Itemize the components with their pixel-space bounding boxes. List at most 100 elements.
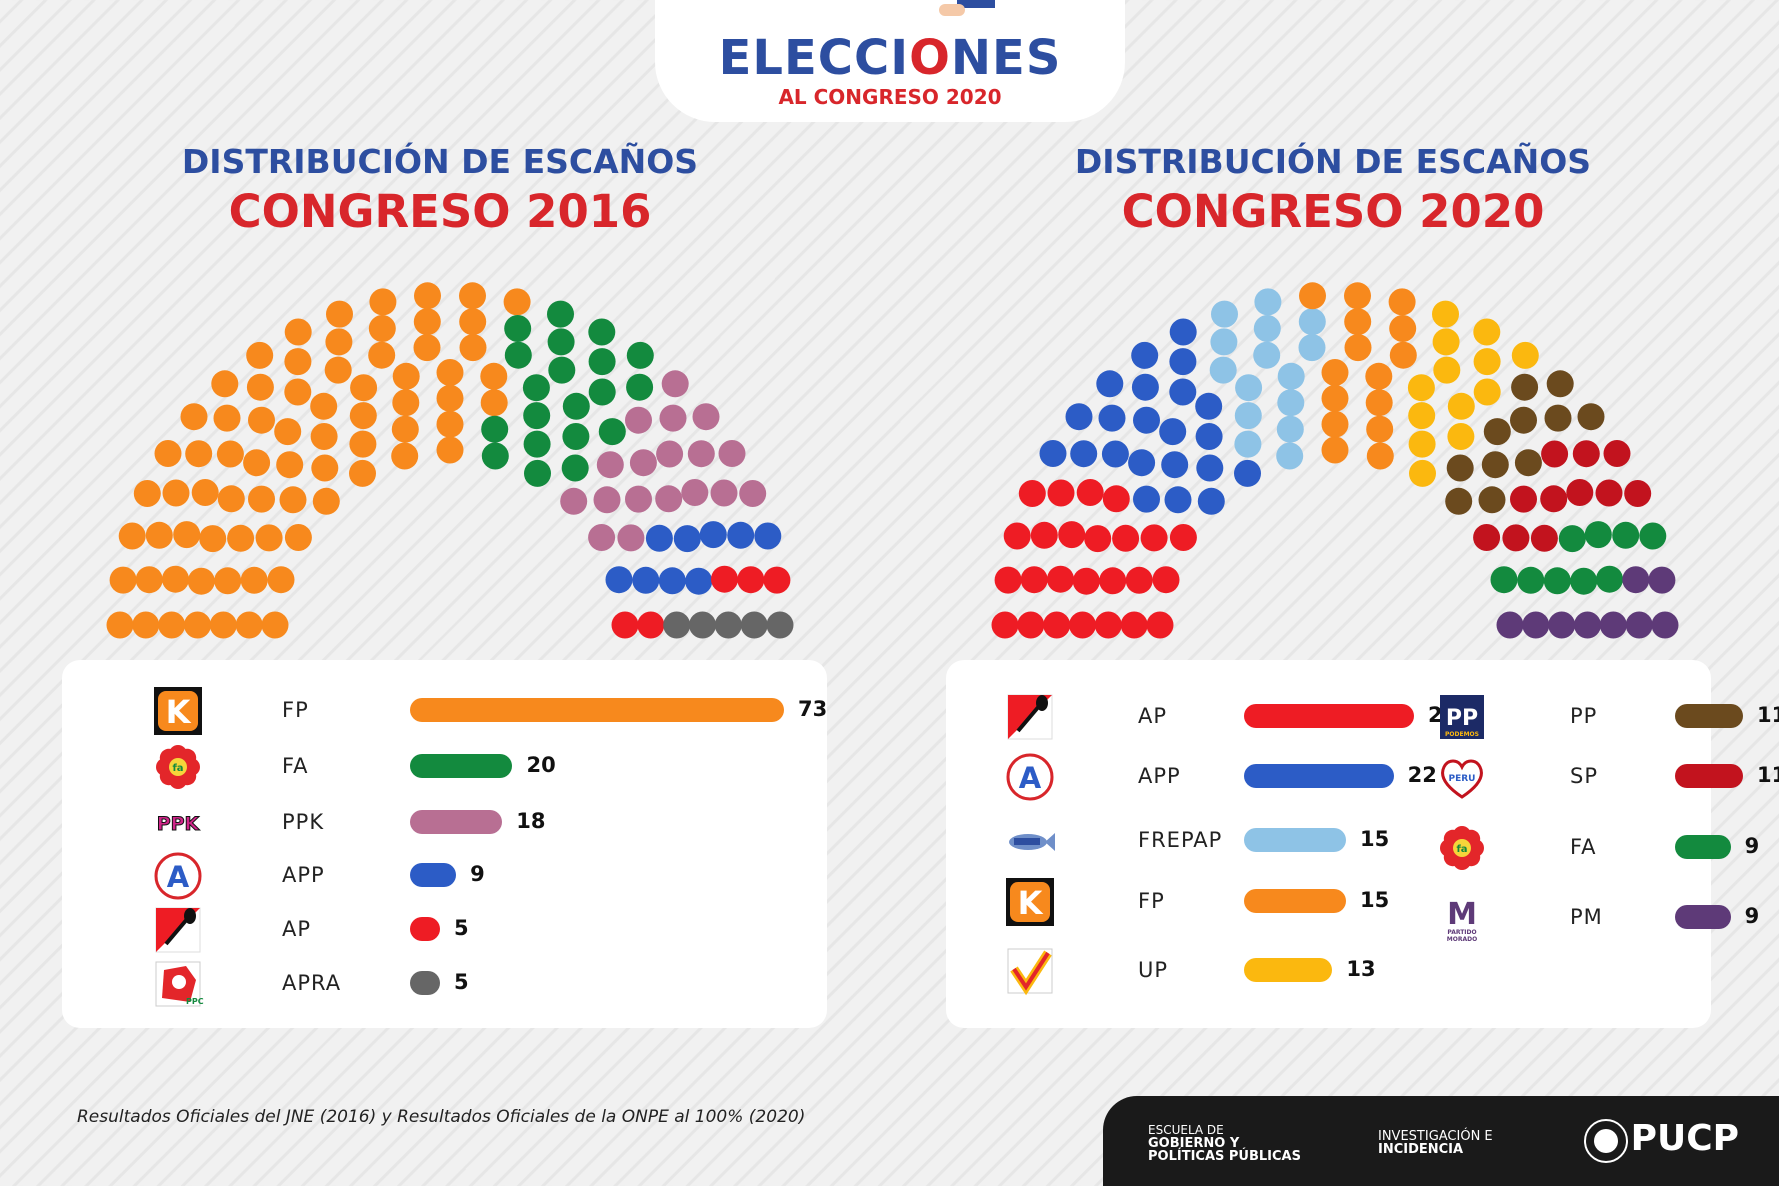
- check-logo-icon: [1004, 945, 1056, 997]
- seat-fp: [284, 348, 312, 376]
- seat-fp: [261, 611, 289, 639]
- seat-ppk: [687, 440, 715, 468]
- seat-apra: [740, 611, 768, 639]
- seat-fp: [1321, 359, 1349, 386]
- seat-fp: [349, 430, 377, 458]
- seat-fp: [413, 308, 441, 336]
- fish-logo-icon: [1004, 815, 1056, 867]
- seat-ap: [1146, 611, 1174, 639]
- seat-app: [754, 522, 782, 550]
- seat-fp: [369, 288, 397, 316]
- seat-ap: [1003, 522, 1031, 550]
- seat-sp: [1540, 485, 1568, 513]
- ppk-logo-icon: PPK: [152, 797, 204, 849]
- seat-up: [1432, 300, 1459, 328]
- seat-count: 9: [1744, 904, 1760, 928]
- party-abbr: FP: [282, 698, 309, 722]
- seat-frepap: [1234, 402, 1262, 430]
- seat-fp: [213, 404, 241, 432]
- seat-fa: [588, 318, 616, 346]
- seat-fp: [392, 389, 420, 417]
- seat-fp: [1389, 315, 1417, 342]
- seat-bar-ap: [1244, 704, 1414, 728]
- seat-app: [1195, 392, 1223, 420]
- seat-fp: [368, 341, 396, 369]
- seat-pp: [1481, 451, 1509, 479]
- footnote: Resultados Oficiales del JNE (2016) y Re…: [77, 1107, 806, 1127]
- seat-fp: [391, 415, 419, 443]
- school-name: ESCUELA DE GOBIERNO Y POLÍTICAS PÚBLICAS: [1148, 1123, 1301, 1164]
- seat-fp: [184, 611, 211, 639]
- seat-app: [727, 521, 755, 549]
- section-title-2016: DISTRIBUCIÓN DE ESCAÑOS CONGRESO 2016: [181, 142, 699, 238]
- seat-count: 15: [1360, 827, 1390, 851]
- seat-ap: [1140, 524, 1168, 552]
- seat-fa: [524, 459, 551, 487]
- pucp-seal-icon: [1584, 1119, 1628, 1163]
- seat-up: [1433, 356, 1461, 384]
- seat-fa: [626, 341, 654, 369]
- seat-frepap: [1253, 341, 1281, 369]
- svg-text:PODEMOS: PODEMOS: [1445, 731, 1479, 738]
- seat-bar-fp: [410, 698, 784, 722]
- seat-app: [1131, 341, 1159, 369]
- seat-fa: [1517, 566, 1545, 594]
- seat-ppk: [560, 487, 588, 515]
- seat-fa: [523, 402, 551, 430]
- seat-frepap: [1253, 315, 1281, 342]
- seat-frepap: [1254, 288, 1282, 316]
- svg-text:MORADO: MORADO: [1447, 936, 1477, 943]
- seat-ap: [1120, 611, 1148, 639]
- seat-ap: [1047, 565, 1074, 593]
- seat-fp: [243, 449, 271, 477]
- seat-sp: [1624, 480, 1652, 507]
- seat-fp: [248, 406, 275, 434]
- apra-logo-icon: PPC: [152, 958, 204, 1010]
- party-abbr: FA: [1570, 835, 1597, 859]
- morado-logo-icon: M PARTIDO MORADO: [1436, 892, 1488, 944]
- seat-ppk: [659, 404, 687, 432]
- seat-app: [699, 521, 727, 549]
- svg-text:PPK: PPK: [157, 813, 201, 835]
- seat-ppk: [718, 440, 746, 467]
- seat-ppk: [625, 406, 652, 434]
- party-abbr: PM: [1570, 905, 1603, 929]
- seat-fp: [267, 566, 295, 594]
- seat-fp: [368, 315, 396, 342]
- seat-sp: [1530, 524, 1558, 552]
- seat-fp: [311, 454, 339, 482]
- seat-fp: [211, 370, 239, 398]
- seat-pm: [1651, 611, 1679, 639]
- seat-fp: [274, 418, 302, 446]
- seat-app: [1101, 440, 1129, 468]
- seat-ppk: [655, 485, 683, 513]
- seat-pp: [1478, 486, 1506, 514]
- seat-sp: [1595, 479, 1623, 507]
- seat-bar-ap: [410, 917, 440, 941]
- seat-app: [1169, 348, 1197, 376]
- seat-count: 9: [1744, 834, 1760, 858]
- seat-app: [685, 567, 713, 595]
- seat-app: [658, 567, 686, 595]
- party-abbr: PP: [1570, 704, 1598, 728]
- seat-fa: [481, 442, 509, 470]
- seat-bar-pp: [1675, 704, 1743, 728]
- party-abbr: FREPAP: [1138, 828, 1223, 852]
- seat-fp: [324, 356, 352, 384]
- seat-fp: [459, 308, 487, 336]
- seat-ppk: [617, 524, 645, 552]
- seat-up: [1473, 318, 1501, 346]
- seat-up: [1432, 328, 1460, 356]
- seat-ppk: [625, 485, 652, 513]
- seat-apra: [689, 611, 716, 639]
- party-abbr: UP: [1138, 958, 1169, 982]
- seat-fa: [1570, 567, 1598, 595]
- party-abbr: PPK: [282, 810, 325, 834]
- seat-pp: [1445, 487, 1473, 515]
- seat-fp: [349, 402, 377, 430]
- seat-frepap: [1277, 362, 1305, 390]
- seat-fa: [598, 418, 626, 446]
- seat-fp: [1344, 334, 1372, 362]
- seat-ppk: [596, 451, 624, 479]
- podemos-logo-icon: PP PODEMOS: [1436, 691, 1488, 743]
